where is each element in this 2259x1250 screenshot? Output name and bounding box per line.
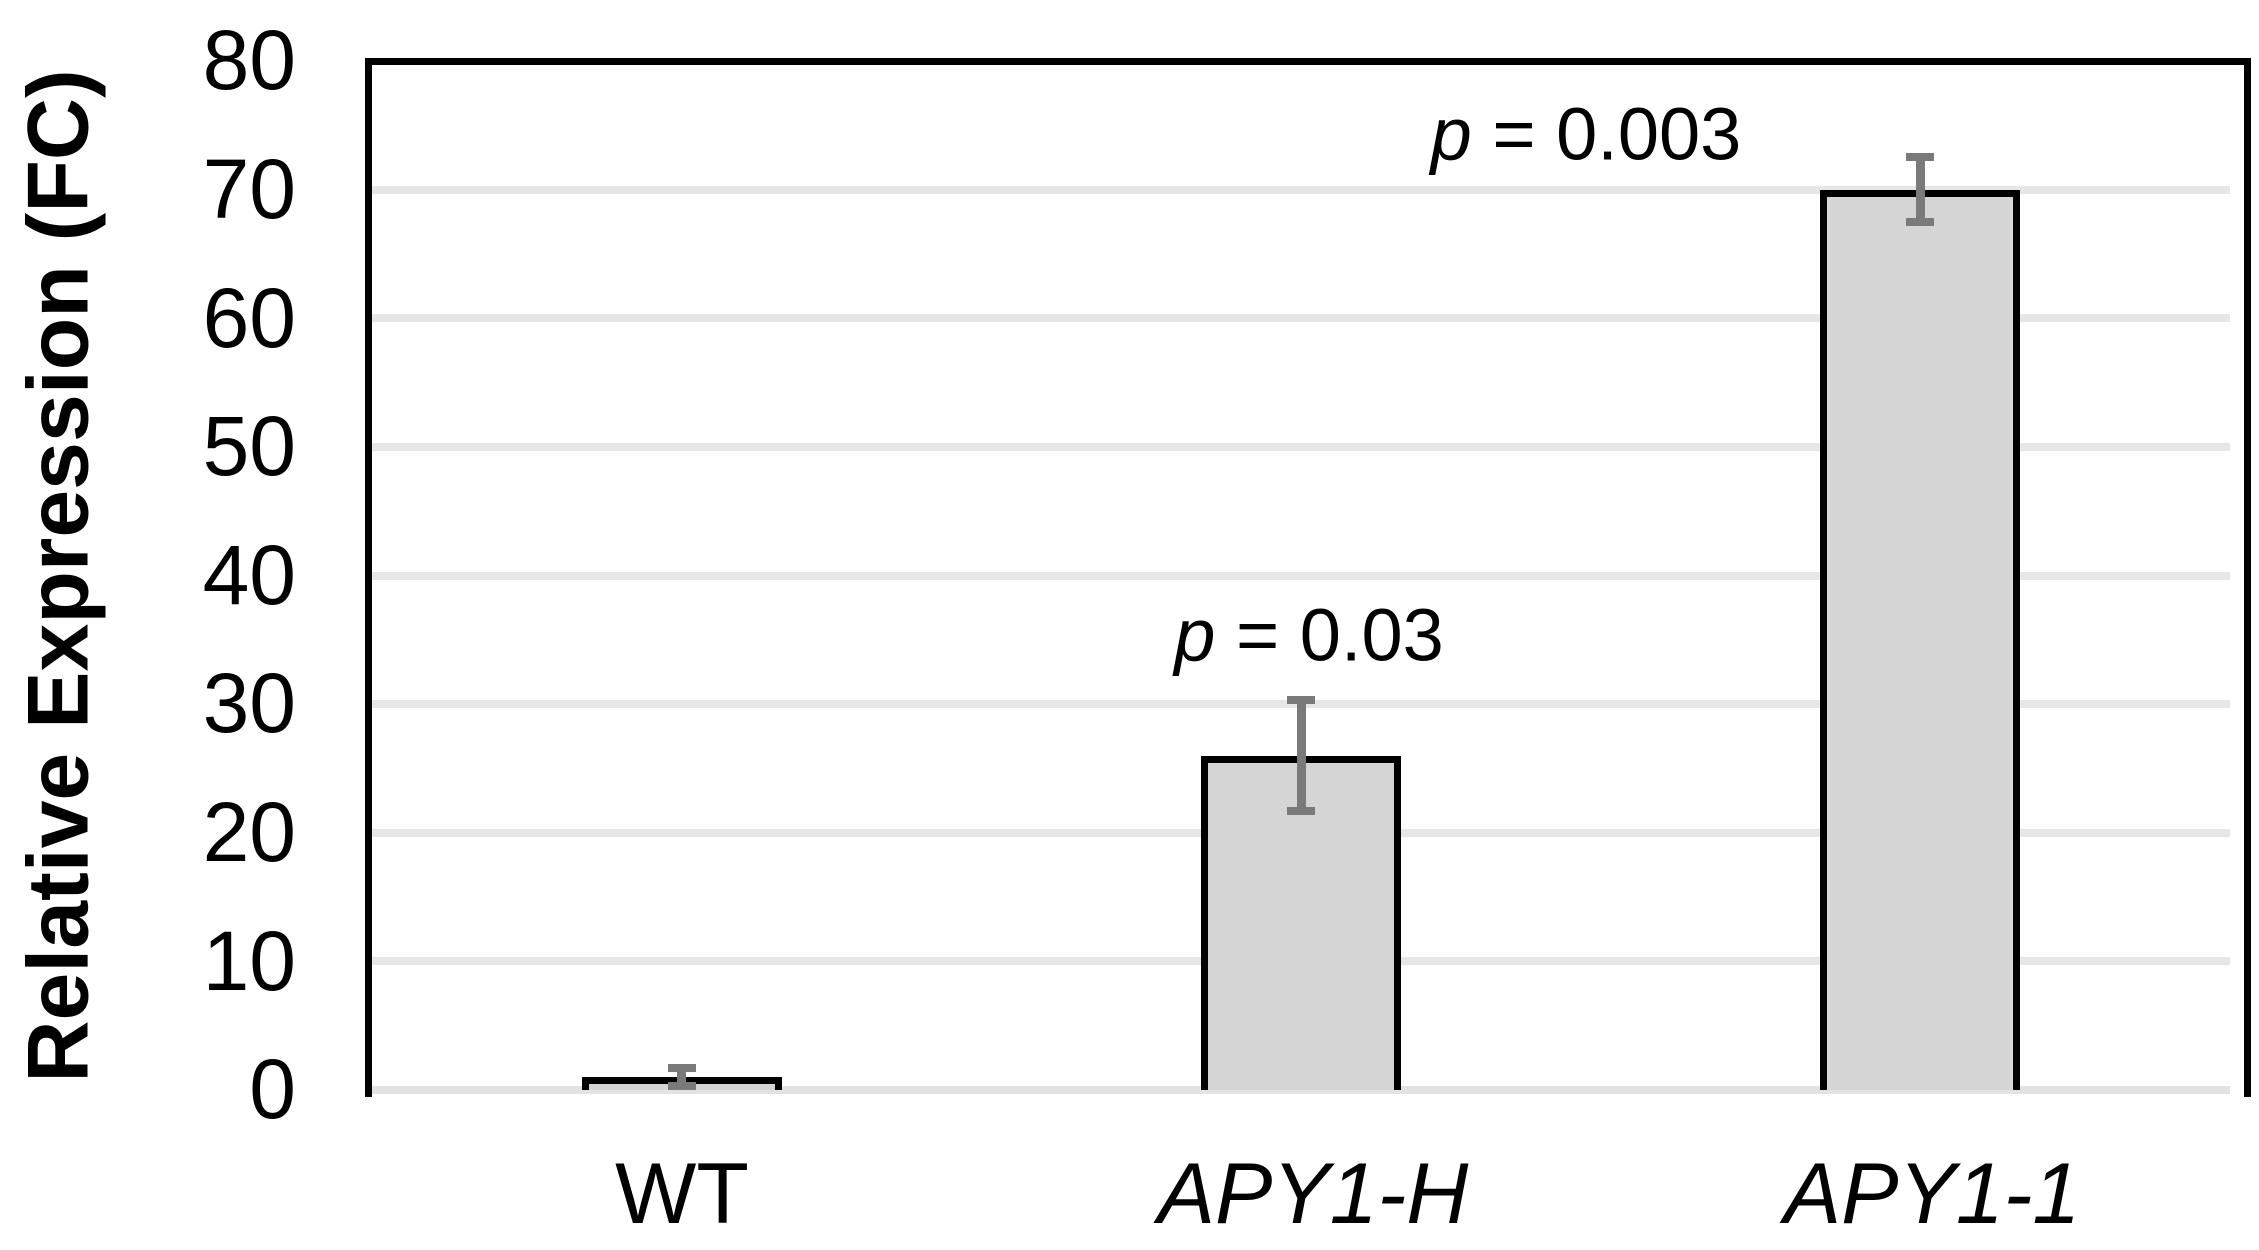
annotation-APY1-H: p = 0.03 [1174, 593, 1444, 678]
y-tick-label-50: 50 [202, 399, 296, 493]
annotation-variable: p [1430, 92, 1472, 176]
error-bar-cap-top-APY1-1 [1906, 153, 1934, 161]
x-category-label-WT: WT [615, 1146, 749, 1242]
error-bar-cap-bottom-APY1-1 [1906, 218, 1934, 226]
x-category-label-APY1-H: APY1-H [1157, 1146, 1469, 1242]
y-tick-label-70: 70 [202, 142, 296, 236]
y-tick-label-10: 10 [202, 914, 296, 1008]
annotation-variable: p [1174, 593, 1216, 677]
error-bar-cap-bottom-APY1-H [1287, 807, 1315, 815]
annotation-APY1-1: p = 0.003 [1431, 92, 1742, 177]
y-tick-label-80: 80 [202, 13, 296, 107]
gridline-50 [372, 443, 2230, 451]
annotation-value: = 0.03 [1215, 593, 1444, 677]
y-tick-label-30: 30 [202, 656, 296, 750]
bar-APY1-H [1201, 756, 1401, 1090]
gridline-70 [372, 186, 2230, 194]
annotation-value: = 0.003 [1471, 92, 1742, 176]
gridline-60 [372, 314, 2230, 322]
error-bar-cap-top-APY1-H [1287, 696, 1315, 704]
x-axis-line [372, 1086, 2230, 1094]
gridline-40 [372, 572, 2230, 580]
bar-APY1-1 [1820, 190, 2020, 1090]
error-bar-line-WT [677, 1068, 686, 1086]
y-tick-label-20: 20 [202, 785, 296, 879]
y-tick-label-0: 0 [249, 1042, 296, 1136]
error-bar-line-APY1-H [1297, 700, 1306, 811]
error-bar-line-APY1-1 [1916, 157, 1925, 222]
y-tick-label-60: 60 [202, 271, 296, 365]
x-category-label-APY1-1: APY1-1 [1783, 1146, 2081, 1242]
y-tick-label-40: 40 [202, 528, 296, 622]
error-bar-cap-top-WT [668, 1064, 696, 1072]
error-bar-cap-bottom-WT [668, 1082, 696, 1090]
